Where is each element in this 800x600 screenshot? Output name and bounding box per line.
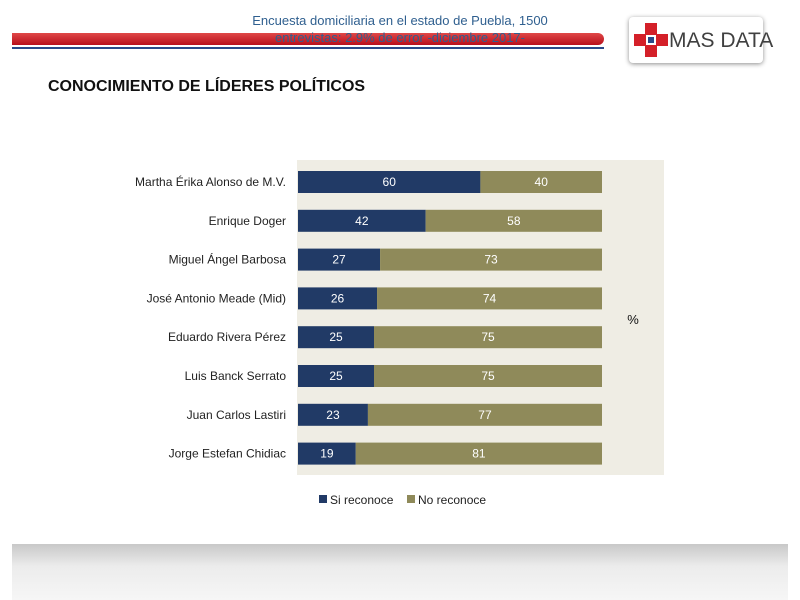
data-label: 60 [383, 175, 397, 189]
data-label: 77 [478, 408, 492, 422]
bar-no-reconoce [374, 365, 602, 387]
data-label: 19 [320, 447, 334, 461]
legend-label-no-reconoce: No reconoce [418, 493, 486, 507]
data-label: 40 [535, 175, 549, 189]
header-red-bar [12, 33, 604, 45]
data-label: 74 [483, 291, 497, 305]
medical-cross-icon [634, 23, 668, 57]
unit-label: % [627, 312, 639, 327]
bar-si-reconoce [298, 365, 374, 387]
bar-no-reconoce [367, 403, 602, 426]
category-label: Miguel Ángel Barbosa [169, 252, 287, 267]
data-label: 23 [326, 408, 340, 422]
category-label: Enrique Doger [209, 214, 286, 228]
bar-si-reconoce [298, 403, 368, 426]
data-label: 27 [332, 253, 346, 267]
data-label: 42 [355, 214, 369, 228]
bar-si-reconoce [298, 209, 426, 232]
category-label: José Antonio Meade (Mid) [147, 291, 286, 305]
footer-line-1: Encuesta domiciliaria en el estado de Pu… [252, 13, 548, 28]
bar-si-reconoce [298, 326, 374, 349]
bar-no-reconoce [480, 171, 602, 193]
legend-swatch-no-reconoce [407, 495, 415, 503]
page-title: CONOCIMIENTO DE LÍDERES POLÍTICOS [48, 78, 366, 95]
legend-swatch-si-reconoce [319, 495, 327, 503]
brand-logo: MAS DATA [629, 17, 773, 63]
data-label: 26 [331, 291, 345, 305]
data-label: 75 [481, 330, 495, 344]
category-label: Martha Érika Alonso de M.V. [135, 174, 286, 189]
bar-si-reconoce [298, 171, 481, 193]
category-label: Luis Banck Serrato [185, 369, 287, 383]
header-blue-line [12, 47, 604, 49]
category-label: Jorge Estefan Chidiac [169, 447, 286, 461]
data-label: 25 [329, 369, 343, 383]
legend: Si reconoce No reconoce [319, 493, 486, 507]
plot-area [297, 160, 664, 475]
category-label: Eduardo Rivera Pérez [168, 330, 286, 344]
data-label: 25 [329, 330, 343, 344]
bar-si-reconoce [298, 287, 378, 310]
bar-no-reconoce [377, 287, 602, 310]
data-label: 58 [507, 214, 521, 228]
bar-si-reconoce [298, 442, 356, 465]
bar-no-reconoce [380, 248, 602, 271]
bar-no-reconoce [355, 442, 602, 465]
bar-no-reconoce [374, 326, 602, 349]
footer-line-2: entrevistas: 2.9% de error -diciembre 20… [274, 30, 525, 45]
data-label: 73 [484, 253, 498, 267]
data-label: 75 [481, 369, 495, 383]
category-label: Juan Carlos Lastiri [187, 408, 286, 422]
data-label: 81 [472, 447, 486, 461]
bar-no-reconoce [425, 209, 602, 232]
footer-note: Encuesta domiciliaria en el estado de Pu… [0, 12, 800, 46]
brand-name: MAS DATA [669, 29, 774, 52]
bar-si-reconoce [298, 248, 381, 271]
footer-band [12, 544, 788, 600]
legend-label-si-reconoce: Si reconoce [330, 493, 394, 507]
